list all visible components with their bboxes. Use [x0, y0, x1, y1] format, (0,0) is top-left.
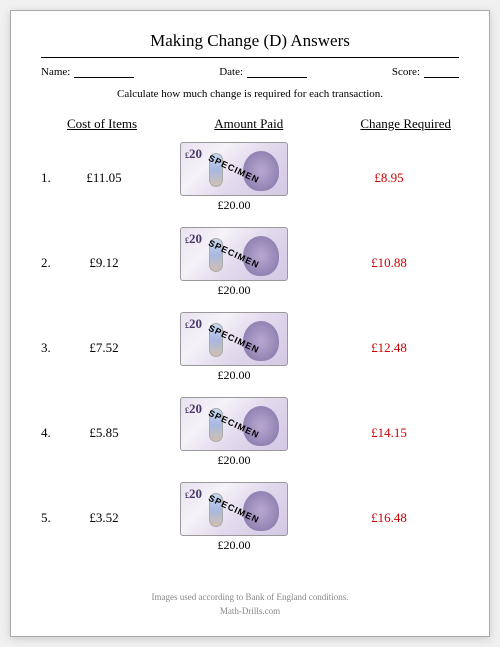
problem-number: 3. [41, 340, 59, 356]
problem-rows: 1.£11.05 £20SPECIMEN £20.00 £8.95 2.£9.12 £20… [41, 142, 459, 553]
column-headers: Cost of Items Amount Paid Change Require… [41, 116, 459, 132]
score-blank[interactable] [424, 66, 459, 78]
banknote-icon: £20SPECIMEN [180, 482, 288, 536]
change-value: £10.88 [299, 255, 459, 271]
paid-cell: £20SPECIMEN £20.00 [169, 227, 299, 298]
paid-cell: £20SPECIMEN £20.00 [169, 482, 299, 553]
problem-row: 1.£11.05 £20SPECIMEN £20.00 £8.95 [41, 142, 459, 213]
paid-cell: £20SPECIMEN £20.00 [169, 142, 299, 213]
col-paid: Amount Paid [214, 116, 283, 132]
paid-amount: £20.00 [218, 198, 251, 213]
cost-value: £11.05 [59, 170, 149, 186]
name-label: Name: [41, 66, 70, 78]
banknote-icon: £20SPECIMEN [180, 397, 288, 451]
paid-amount: £20.00 [218, 283, 251, 298]
footer: Images used according to Bank of England… [11, 592, 489, 616]
name-blank[interactable] [74, 66, 134, 78]
banknote-denom: £20 [185, 486, 202, 502]
date-field: Date: [219, 66, 307, 78]
paid-cell: £20SPECIMEN £20.00 [169, 397, 299, 468]
paid-amount: £20.00 [218, 453, 251, 468]
col-cost: Cost of Items [67, 116, 137, 132]
cost-value: £3.52 [59, 510, 149, 526]
paid-amount: £20.00 [218, 368, 251, 383]
cost-value: £5.85 [59, 425, 149, 441]
score-field: Score: [392, 66, 459, 78]
problem-row: 5.£3.52 £20SPECIMEN £20.00 £16.48 [41, 482, 459, 553]
problem-number: 5. [41, 510, 59, 526]
change-value: £12.48 [299, 340, 459, 356]
banknote-icon: £20SPECIMEN [180, 227, 288, 281]
problem-row: 2.£9.12 £20SPECIMEN £20.00 £10.88 [41, 227, 459, 298]
cost-value: £7.52 [59, 340, 149, 356]
title-rule [41, 57, 459, 58]
problem-number: 4. [41, 425, 59, 441]
problem-number: 2. [41, 255, 59, 271]
banknote-icon: £20SPECIMEN [180, 312, 288, 366]
problem-number: 1. [41, 170, 59, 186]
worksheet-page: Making Change (D) Answers Name: Date: Sc… [10, 10, 490, 637]
paid-cell: £20SPECIMEN £20.00 [169, 312, 299, 383]
meta-row: Name: Date: Score: [41, 66, 459, 78]
score-label: Score: [392, 66, 420, 78]
banknote-denom: £20 [185, 146, 202, 162]
name-field: Name: [41, 66, 134, 78]
change-value: £16.48 [299, 510, 459, 526]
banknote-denom: £20 [185, 401, 202, 417]
date-blank[interactable] [247, 66, 307, 78]
banknote-denom: £20 [185, 316, 202, 332]
col-change: Change Required [360, 116, 451, 132]
problem-row: 3.£7.52 £20SPECIMEN £20.00 £12.48 [41, 312, 459, 383]
change-value: £14.15 [299, 425, 459, 441]
footer-line1: Images used according to Bank of England… [11, 592, 489, 602]
date-label: Date: [219, 66, 243, 78]
instructions: Calculate how much change is required fo… [41, 88, 459, 100]
problem-row: 4.£5.85 £20SPECIMEN £20.00 £14.15 [41, 397, 459, 468]
banknote-icon: £20SPECIMEN [180, 142, 288, 196]
footer-line2: Math-Drills.com [11, 606, 489, 616]
banknote-denom: £20 [185, 231, 202, 247]
change-value: £8.95 [299, 170, 459, 186]
paid-amount: £20.00 [218, 538, 251, 553]
cost-value: £9.12 [59, 255, 149, 271]
page-title: Making Change (D) Answers [41, 31, 459, 51]
